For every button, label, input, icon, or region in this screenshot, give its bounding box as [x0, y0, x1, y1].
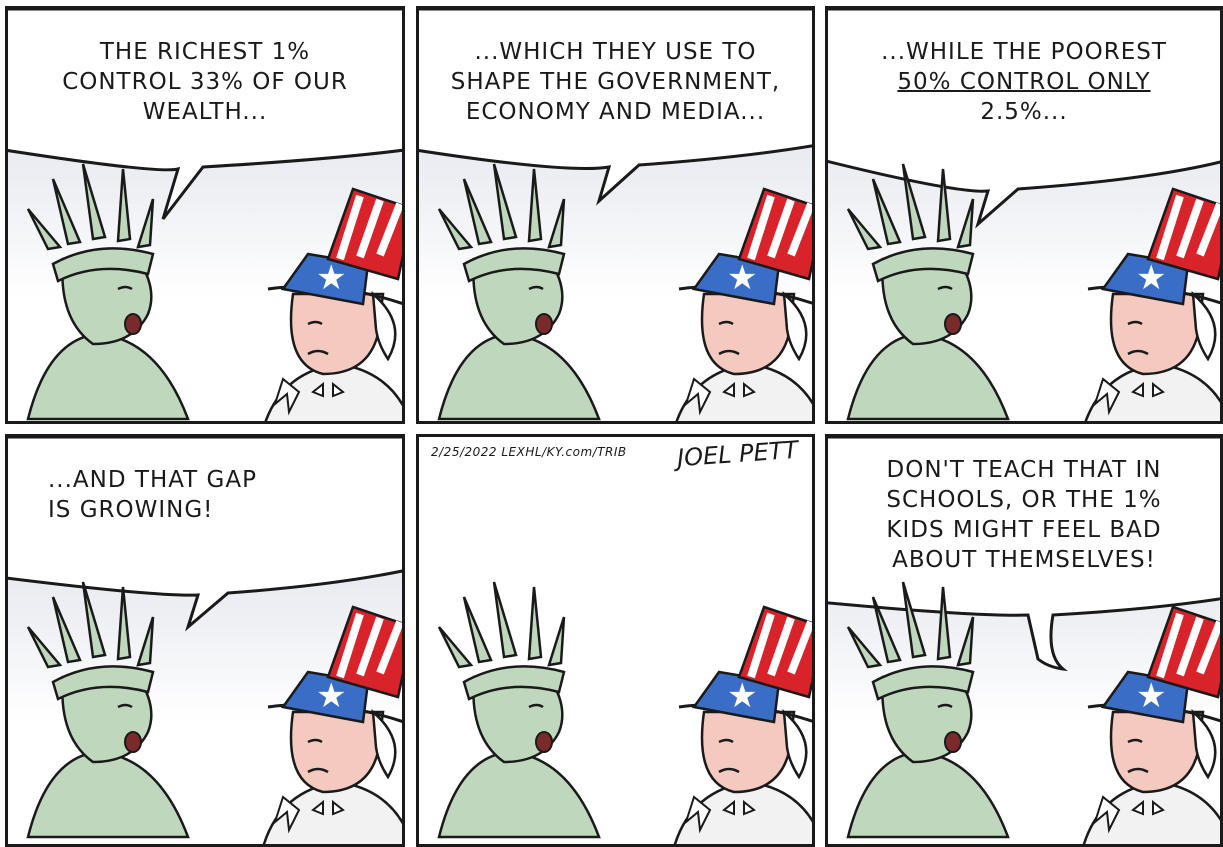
balloon-text: Don't teach that in schools, or the 1% k…: [828, 455, 1220, 575]
svg-text:★: ★: [316, 258, 346, 298]
uncle-sam: ★: [673, 605, 812, 844]
speech-balloon: [828, 437, 1220, 672]
balloon-line: is growing!: [48, 497, 214, 523]
panel-6: ★ Don't teach that in schools, or the 1%…: [825, 434, 1223, 847]
balloon-text: ...and that gap is growing!: [8, 465, 402, 525]
panel-5-art: ★: [437, 581, 812, 844]
speech-balloon: [8, 9, 402, 220]
uncle-sam: ★: [264, 187, 402, 421]
balloon-line: ...which they use to: [474, 39, 757, 65]
panel-6-art: ★: [828, 437, 1220, 844]
uncle-sam: ★: [1082, 605, 1220, 844]
panel-1-art: ★: [8, 9, 402, 421]
uncle-sam: ★: [675, 187, 812, 421]
panel-4-art: ★: [8, 437, 402, 844]
uncle-sam: ★: [262, 605, 402, 844]
panel-2: ★ ...which they use to shape the governm…: [416, 6, 815, 424]
balloon-text: ...while the poorest 50% control only 2.…: [828, 37, 1220, 127]
balloon-line: kids might feel bad: [886, 517, 1162, 543]
balloon-text: ...which they use to shape the governmen…: [419, 37, 812, 127]
balloon-line: ...while the poorest: [881, 39, 1167, 65]
balloon-line: economy and media...: [465, 99, 766, 125]
svg-text:★: ★: [727, 258, 757, 298]
speech-balloon: [419, 9, 812, 206]
statue-of-liberty: [846, 163, 1010, 421]
artist-signature: JOEL PETT: [676, 435, 799, 473]
svg-text:★: ★: [727, 676, 757, 716]
panel-2-art: ★: [419, 9, 812, 421]
balloon-line: schools, or the 1%: [886, 487, 1162, 513]
statue-of-liberty: [26, 163, 190, 421]
balloon-line: The richest 1%: [99, 39, 311, 65]
svg-text:★: ★: [1136, 258, 1166, 298]
balloon-line: 2.5%...: [980, 99, 1068, 125]
balloon-line: shape the government,: [450, 69, 781, 95]
svg-text:★: ★: [1136, 676, 1166, 716]
panel-3: ★ ...while the poorest 50% control only …: [825, 6, 1223, 424]
balloon-line: control 33% of our: [62, 69, 348, 95]
signature-date: 2/25/2022 LEXHL/KY.com/TRIB: [431, 445, 627, 459]
balloon-text: The richest 1% control 33% of our wealth…: [8, 37, 402, 127]
panel-1: ★ The richest 1% control 33% of our weal…: [5, 6, 405, 424]
speech-balloon: [828, 9, 1220, 229]
panel-5: ★ 2/25/2022 LEXHL/KY.com/TRIB JOEL PETT: [416, 434, 815, 847]
balloon-line: wealth...: [142, 99, 268, 125]
balloon-line: 50% control only: [828, 67, 1220, 97]
balloon-line: ...and that gap: [48, 467, 257, 493]
svg-text:★: ★: [316, 676, 346, 716]
underlined-text: 50% control only: [897, 69, 1151, 95]
statue-of-liberty: [26, 581, 190, 839]
panel-3-art: ★: [828, 9, 1220, 421]
speech-balloon: [8, 437, 402, 632]
panel-4: ★ ...and that gap is growing!: [5, 434, 405, 847]
balloon-line: Don't teach that in: [886, 457, 1162, 483]
uncle-sam: ★: [1084, 187, 1220, 421]
statue-of-liberty: [437, 163, 601, 421]
statue-of-liberty: [846, 581, 1010, 839]
statue-of-liberty: [437, 581, 601, 839]
balloon-line: about themselves!: [892, 547, 1156, 573]
